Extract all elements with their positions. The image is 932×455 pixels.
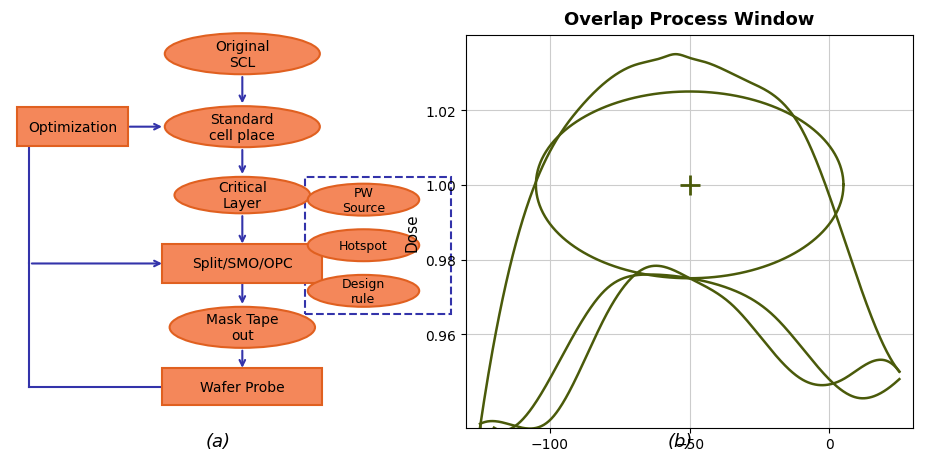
- Text: Critical
Layer: Critical Layer: [218, 181, 267, 211]
- Ellipse shape: [308, 275, 419, 307]
- Ellipse shape: [165, 107, 320, 148]
- Ellipse shape: [170, 307, 315, 348]
- Text: Original
SCL: Original SCL: [215, 40, 269, 70]
- Ellipse shape: [308, 184, 419, 216]
- Y-axis label: Dose: Dose: [404, 213, 419, 251]
- Ellipse shape: [174, 177, 310, 214]
- Text: Hotspot: Hotspot: [339, 239, 388, 252]
- Text: PW
Source: PW Source: [342, 186, 385, 214]
- Text: (a): (a): [206, 432, 230, 450]
- FancyBboxPatch shape: [162, 369, 322, 405]
- FancyBboxPatch shape: [162, 245, 322, 283]
- Text: Mask Tape
out: Mask Tape out: [206, 313, 279, 343]
- Text: Optimization: Optimization: [28, 121, 117, 134]
- Text: Design
rule: Design rule: [342, 277, 385, 305]
- Ellipse shape: [308, 230, 419, 262]
- FancyBboxPatch shape: [17, 108, 129, 147]
- Text: (b): (b): [667, 433, 693, 450]
- Title: Overlap Process Window: Overlap Process Window: [565, 11, 815, 29]
- Ellipse shape: [165, 34, 320, 75]
- Text: Split/SMO/OPC: Split/SMO/OPC: [192, 257, 293, 271]
- Text: Wafer Probe: Wafer Probe: [200, 380, 284, 394]
- Text: Standard
cell place: Standard cell place: [210, 112, 275, 142]
